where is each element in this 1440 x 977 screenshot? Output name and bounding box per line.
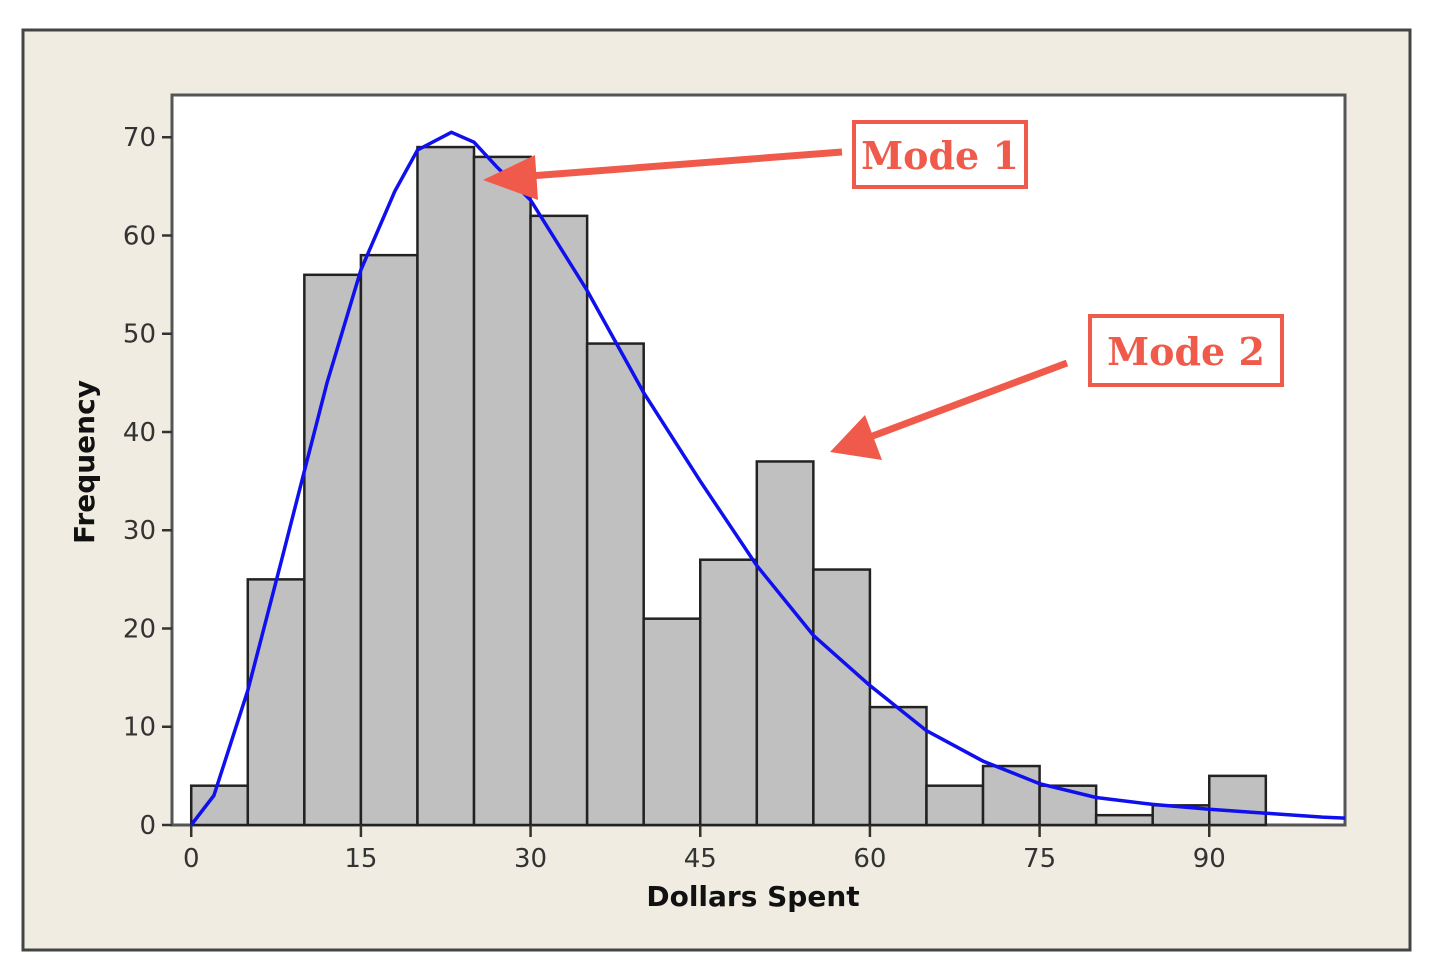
histogram-bar: [812, 568, 872, 827]
annotation-mode-2: Mode 2: [830, 314, 1284, 460]
histogram-bar: [981, 764, 1041, 827]
y-tick-label: 0: [139, 811, 156, 841]
x-tick-label: 30: [514, 844, 547, 874]
histogram-bar: [585, 342, 645, 827]
mode-2-box: [1088, 314, 1284, 387]
histogram-bar: [359, 253, 419, 827]
fitted-curve: [189, 130, 1346, 827]
histogram-bar: [189, 784, 250, 827]
histogram-bar: [472, 155, 532, 827]
mode-2-arrow-shaft: [868, 359, 1069, 441]
histogram-bar: [303, 273, 363, 827]
histogram-bar: [642, 617, 702, 827]
histogram-bar: [246, 578, 306, 827]
histogram-bar: [416, 145, 476, 827]
x-tick-label: 45: [684, 844, 717, 874]
y-tick-label: 60: [123, 221, 156, 251]
y-tick-label: 50: [123, 320, 156, 350]
histogram-bar: [529, 214, 589, 827]
histogram-bar: [925, 784, 985, 827]
histogram-bar: [755, 460, 815, 827]
x-tick-label: 75: [1023, 844, 1056, 874]
x-tick-label: 15: [344, 844, 377, 874]
mode-2-label: Mode 2: [1107, 329, 1265, 374]
y-tick-label: 10: [123, 713, 156, 743]
histogram-bar: [1038, 784, 1098, 827]
mode-1-arrowhead: [483, 155, 538, 200]
mode-1-box: [852, 120, 1028, 189]
mode-1-label: Mode 1: [861, 133, 1019, 178]
annotation-mode-1: Mode 1: [483, 120, 1028, 200]
mode-2-arrowhead: [830, 415, 882, 460]
x-tick-label: 0: [183, 844, 200, 874]
x-tick-label: 60: [853, 844, 886, 874]
x-axis-title: Dollars Spent: [646, 880, 859, 913]
y-tick-label: 70: [123, 123, 156, 153]
y-tick-label: 30: [123, 516, 156, 546]
y-tick-label: 40: [123, 418, 156, 448]
y-tick-label: 20: [123, 614, 156, 644]
histogram-bar: [1208, 774, 1268, 827]
mode-1-arrow-shaft: [529, 148, 843, 180]
y-axis-title: Frequency: [68, 380, 101, 544]
histogram-bar: [1094, 813, 1154, 827]
x-tick-label: 90: [1193, 844, 1226, 874]
histogram-bar: [698, 558, 759, 827]
